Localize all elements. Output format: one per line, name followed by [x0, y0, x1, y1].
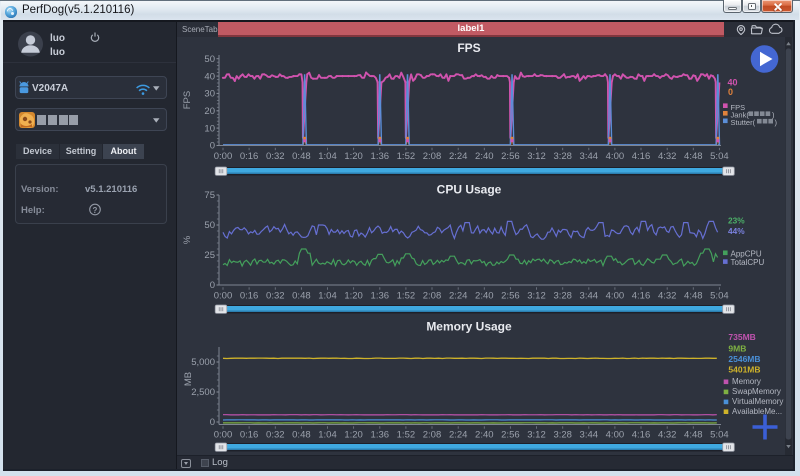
svg-text:Jank(: Jank( [731, 111, 750, 120]
svg-text:50: 50 [204, 220, 215, 231]
svg-text:1:20: 1:20 [344, 151, 363, 162]
svg-text:4:00: 4:00 [606, 151, 625, 162]
svg-text:5:04: 5:04 [710, 151, 729, 162]
svg-text:3:44: 3:44 [580, 291, 599, 302]
svg-text:2:08: 2:08 [423, 291, 442, 302]
svg-text:0:32: 0:32 [266, 151, 285, 162]
svg-text:3:12: 3:12 [527, 430, 546, 441]
svg-text:1:20: 1:20 [344, 291, 363, 302]
svg-text:1:36: 1:36 [371, 291, 390, 302]
svg-text:Memory Usage: Memory Usage [426, 320, 512, 334]
svg-text:): ) [772, 111, 775, 120]
svg-text:4:32: 4:32 [658, 151, 677, 162]
svg-text:4:32: 4:32 [658, 291, 677, 302]
svg-text:1:52: 1:52 [397, 430, 416, 441]
svg-text:TotalCPU: TotalCPU [731, 258, 765, 267]
svg-text:0:16: 0:16 [240, 430, 259, 441]
svg-text:0: 0 [210, 141, 215, 152]
svg-text:5:04: 5:04 [710, 430, 729, 441]
svg-text:3:28: 3:28 [553, 151, 572, 162]
svg-text:1:36: 1:36 [371, 430, 390, 441]
svg-text:MB: MB [183, 372, 194, 386]
svg-text:4:32: 4:32 [658, 430, 677, 441]
svg-text:4:48: 4:48 [684, 291, 703, 302]
svg-text:4:00: 4:00 [606, 430, 625, 441]
svg-text:Memory: Memory [732, 377, 761, 386]
svg-text:4:16: 4:16 [632, 151, 651, 162]
svg-text:25: 25 [204, 250, 215, 261]
svg-text:3:44: 3:44 [580, 430, 599, 441]
svg-text:5401MB: 5401MB [728, 365, 760, 375]
svg-text:5,000: 5,000 [191, 357, 215, 368]
svg-text:0:00: 0:00 [214, 291, 233, 302]
svg-text:0: 0 [210, 280, 215, 291]
svg-text:0:48: 0:48 [292, 430, 311, 441]
svg-text:40: 40 [728, 78, 738, 88]
svg-text:AppCPU: AppCPU [731, 249, 762, 258]
svg-text:5:04: 5:04 [710, 291, 729, 302]
svg-text:1:04: 1:04 [318, 151, 337, 162]
svg-text:1:20: 1:20 [344, 430, 363, 441]
svg-text:2:08: 2:08 [423, 151, 442, 162]
svg-text:20: 20 [204, 106, 215, 117]
svg-text:): ) [775, 118, 778, 127]
svg-text:0:32: 0:32 [266, 291, 285, 302]
svg-text:2:40: 2:40 [475, 151, 494, 162]
svg-text:0:00: 0:00 [214, 430, 233, 441]
svg-text:0:00: 0:00 [214, 151, 233, 162]
svg-text:10: 10 [204, 123, 215, 134]
svg-text:2:56: 2:56 [501, 151, 520, 162]
svg-text:0:48: 0:48 [292, 291, 311, 302]
svg-text:4:48: 4:48 [684, 151, 703, 162]
svg-text:0:16: 0:16 [240, 151, 259, 162]
svg-text:75: 75 [204, 190, 215, 201]
svg-text:2:40: 2:40 [475, 291, 494, 302]
svg-text:735MB: 735MB [728, 332, 755, 342]
svg-text:3:44: 3:44 [580, 151, 599, 162]
svg-text:3:28: 3:28 [553, 430, 572, 441]
svg-text:2546MB: 2546MB [728, 354, 760, 364]
svg-text:1:04: 1:04 [318, 430, 337, 441]
svg-text:9MB: 9MB [728, 344, 746, 354]
svg-text:3:28: 3:28 [553, 291, 572, 302]
svg-text:4:16: 4:16 [632, 430, 651, 441]
svg-text:0:32: 0:32 [266, 430, 285, 441]
svg-text:1:52: 1:52 [397, 291, 416, 302]
svg-text:0:48: 0:48 [292, 151, 311, 162]
svg-text:2:56: 2:56 [501, 430, 520, 441]
svg-text:FPS: FPS [731, 103, 746, 112]
svg-text:2:24: 2:24 [449, 151, 468, 162]
svg-text:SwapMemory: SwapMemory [732, 387, 781, 396]
svg-text:%: % [182, 235, 193, 244]
svg-text:2:40: 2:40 [475, 430, 494, 441]
svg-text:30: 30 [204, 89, 215, 100]
svg-text:0:16: 0:16 [240, 291, 259, 302]
svg-text:CPU Usage: CPU Usage [437, 183, 502, 197]
svg-text:1:04: 1:04 [318, 291, 337, 302]
svg-text:VirtualMemory: VirtualMemory [732, 397, 783, 406]
svg-text:23%: 23% [728, 216, 745, 226]
svg-text:FPS: FPS [457, 41, 480, 55]
svg-text:50: 50 [204, 54, 215, 65]
svg-text:2:24: 2:24 [449, 291, 468, 302]
svg-text:4:16: 4:16 [632, 291, 651, 302]
svg-text:AvailableMe...: AvailableMe... [732, 407, 782, 416]
svg-text:?: ? [93, 206, 98, 215]
svg-text:0: 0 [210, 417, 215, 428]
svg-text:3:12: 3:12 [527, 291, 546, 302]
svg-text:1:52: 1:52 [397, 151, 416, 162]
svg-text:4:00: 4:00 [606, 291, 625, 302]
svg-text:4:48: 4:48 [684, 430, 703, 441]
svg-text:44%: 44% [728, 226, 745, 236]
svg-text:0: 0 [728, 87, 733, 97]
svg-text:40: 40 [204, 71, 215, 82]
svg-text:2:56: 2:56 [501, 291, 520, 302]
svg-text:2:08: 2:08 [423, 430, 442, 441]
svg-text:2:24: 2:24 [449, 430, 468, 441]
svg-text:2,500: 2,500 [191, 387, 215, 398]
svg-text:3:12: 3:12 [527, 151, 546, 162]
svg-text:Stutter(: Stutter( [731, 118, 756, 127]
svg-text:FPS: FPS [182, 91, 193, 109]
svg-text:1:36: 1:36 [371, 151, 390, 162]
